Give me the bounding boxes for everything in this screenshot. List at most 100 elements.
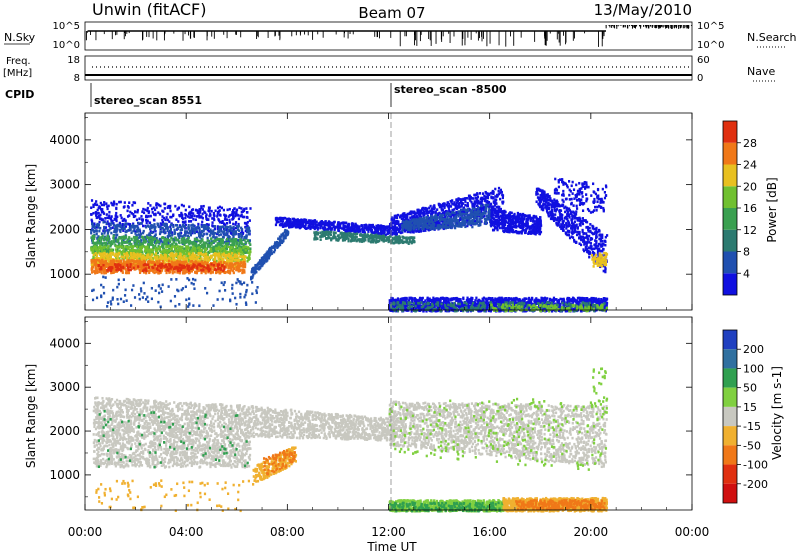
- power-cell: [168, 250, 172, 254]
- power-cell: [339, 226, 342, 230]
- power-cell: [235, 268, 238, 272]
- power-cell: [184, 216, 187, 220]
- power-cell: [211, 217, 214, 220]
- power-cell: [92, 211, 95, 215]
- power-cell: [328, 236, 331, 240]
- power-cell: [246, 259, 249, 263]
- power-cell: [195, 245, 198, 249]
- power-cell: [348, 228, 351, 232]
- power-cell: [210, 263, 213, 266]
- power-cell: [138, 297, 141, 301]
- power-cell: [150, 286, 153, 290]
- power-cell: [380, 229, 383, 233]
- power-cell: [176, 249, 179, 252]
- power-cell: [171, 243, 174, 247]
- power-cell: [180, 211, 183, 215]
- power-cell: [225, 262, 228, 265]
- power-cell: [98, 239, 101, 243]
- power-cell: [168, 263, 171, 266]
- power-cell: [233, 258, 236, 262]
- power-cell: [247, 230, 250, 234]
- power-cell: [192, 265, 195, 269]
- power-cell: [94, 241, 97, 245]
- nsearch-tick-low: 10^0: [697, 40, 724, 51]
- power-cell: [147, 211, 150, 215]
- power-cell: [152, 230, 155, 234]
- power-cell: [111, 296, 114, 300]
- power-cell: [227, 215, 230, 218]
- power-cell: [218, 220, 222, 224]
- power-cell: [113, 202, 116, 205]
- power-cell: [95, 229, 98, 233]
- power-cell: [300, 218, 303, 222]
- power-cell: [149, 239, 152, 243]
- power-cell: [206, 261, 209, 265]
- power-cell: [238, 255, 241, 258]
- power-cell: [203, 210, 206, 214]
- power-cell: [165, 216, 168, 219]
- power-cell: [239, 292, 242, 296]
- power-cell: [312, 226, 315, 229]
- power-cell: [171, 233, 174, 237]
- power-cell: [110, 221, 113, 225]
- power-cell: [219, 268, 223, 271]
- power-cell: [242, 265, 245, 268]
- power-cell: [92, 237, 95, 241]
- power-cell: [95, 246, 98, 249]
- power-cell: [193, 247, 197, 250]
- power-cell: [222, 236, 225, 239]
- power-cell: [284, 230, 287, 233]
- power-cell: [231, 213, 235, 217]
- power-cell: [208, 208, 211, 212]
- power-cell: [173, 295, 177, 298]
- power-cell: [232, 237, 235, 241]
- power-cell: [184, 285, 187, 289]
- power-cell: [208, 251, 211, 254]
- power-cell: [90, 199, 94, 202]
- power-cell: [234, 221, 238, 224]
- power-cell: [105, 249, 109, 253]
- power-cell: [169, 215, 172, 219]
- power-cell: [122, 226, 125, 229]
- power-cell: [141, 296, 144, 299]
- power-cell: [100, 243, 104, 247]
- power-cell: [117, 282, 120, 286]
- power-cell: [141, 219, 144, 223]
- power-cell: [223, 281, 226, 284]
- power-cell: [221, 239, 225, 243]
- power-cell: [230, 248, 233, 252]
- power-cell: [314, 226, 318, 229]
- power-cell: [195, 270, 198, 273]
- power-cell: [149, 227, 152, 231]
- power-cell: [201, 234, 204, 238]
- power-cell: [163, 202, 166, 206]
- power-cell: [189, 220, 193, 223]
- power-cell: [151, 207, 154, 211]
- power-cell: [194, 248, 197, 252]
- power-cell: [339, 231, 342, 235]
- power-cell: [148, 242, 151, 246]
- power-cell: [172, 223, 175, 227]
- power-cell: [133, 254, 136, 258]
- power-cell: [361, 237, 365, 241]
- power-cell: [218, 253, 221, 257]
- power-cell: [230, 239, 233, 243]
- power-cell: [242, 246, 245, 249]
- power-cell: [321, 230, 325, 234]
- power-cell: [227, 266, 230, 269]
- power-cell: [239, 264, 242, 268]
- power-cell: [92, 228, 95, 232]
- power-cell: [200, 253, 203, 256]
- power-cell: [154, 208, 157, 212]
- power-cell: [132, 284, 135, 287]
- power-cell: [92, 205, 95, 209]
- power-cell: [156, 251, 159, 255]
- power-cell: [410, 241, 413, 245]
- power-cell: [345, 221, 348, 225]
- power-cell: [158, 213, 162, 216]
- power-cell: [100, 267, 103, 271]
- power-cell: [239, 253, 242, 257]
- power-cell: [96, 216, 99, 219]
- power-cell: [120, 216, 123, 220]
- power-cell: [195, 256, 199, 259]
